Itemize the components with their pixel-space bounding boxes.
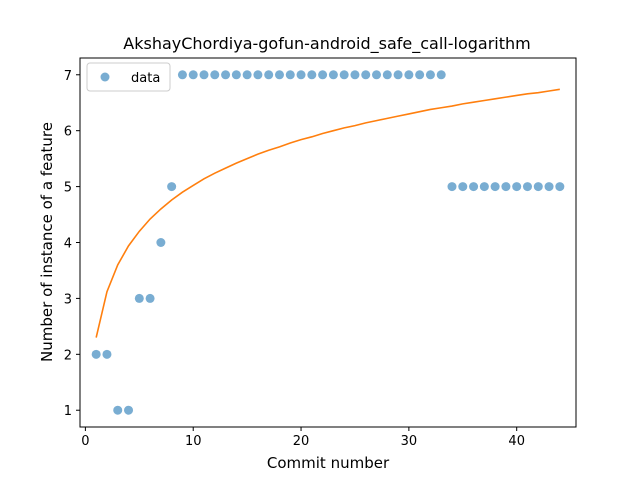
data-point [242, 70, 252, 80]
data-point [113, 405, 123, 415]
legend-box [86, 62, 171, 92]
data-point [479, 182, 489, 192]
data-point [555, 182, 565, 192]
data-point [91, 349, 101, 359]
data-point [447, 182, 457, 192]
y-tick-label: 7 [64, 69, 72, 84]
data-point [350, 70, 360, 80]
data-point [285, 70, 295, 80]
data-point [382, 70, 392, 80]
data-point [134, 293, 144, 303]
data-point [328, 70, 338, 80]
fit-line [95, 88, 560, 338]
data-point [188, 70, 198, 80]
chart-title: AkshayChordiya-gofun-android_safe_call-l… [123, 34, 530, 54]
data-point [458, 182, 468, 192]
y-axis-label: Number of instance of a feature [38, 122, 56, 362]
y-tick-label: 6 [64, 125, 72, 140]
x-tick-label: 30 [401, 434, 418, 449]
data-point [177, 70, 187, 80]
x-tick-label: 40 [508, 434, 525, 449]
data-point [469, 182, 479, 192]
data-point [145, 293, 155, 303]
x-tick-label: 0 [81, 434, 89, 449]
data-point [231, 70, 241, 80]
y-tick-label: 2 [64, 348, 72, 363]
y-tick-label: 3 [64, 292, 72, 307]
data-point [221, 70, 231, 80]
data-point [156, 238, 166, 247]
plot-area [91, 70, 565, 415]
data-point [372, 70, 382, 80]
data-point [339, 70, 349, 80]
data-point [102, 349, 112, 359]
data-point [199, 70, 209, 80]
y-tick-label: 1 [64, 404, 72, 419]
y-tick-label: 4 [64, 237, 72, 252]
data-point [522, 182, 532, 192]
x-tick-label: 20 [293, 434, 310, 449]
data-point [490, 182, 500, 192]
data-point [533, 182, 543, 192]
data-point [253, 70, 263, 80]
data-point [415, 70, 425, 80]
data-point [361, 70, 371, 80]
x-axis-label: Commit number [267, 454, 390, 472]
data-point [210, 70, 220, 80]
data-point [307, 70, 317, 80]
data-point [124, 405, 134, 415]
data-point [393, 70, 403, 80]
data-point [425, 70, 435, 80]
data-point [318, 70, 328, 80]
legend-marker-data [100, 72, 110, 82]
y-tick-label: 5 [64, 181, 72, 196]
data-point [501, 182, 511, 192]
data-point [544, 182, 554, 192]
legend-label-data: data [131, 71, 160, 86]
data-point [436, 70, 446, 80]
x-tick-label: 10 [185, 434, 202, 449]
data-point [404, 70, 414, 80]
data-point [264, 70, 274, 80]
data-point [274, 70, 284, 80]
data-point [167, 182, 177, 192]
data-point [512, 182, 522, 192]
legend: data [86, 62, 171, 92]
data-point [296, 70, 306, 80]
axes: 0 10 20 30 40 1 2 3 4 5 6 7 [64, 57, 577, 449]
